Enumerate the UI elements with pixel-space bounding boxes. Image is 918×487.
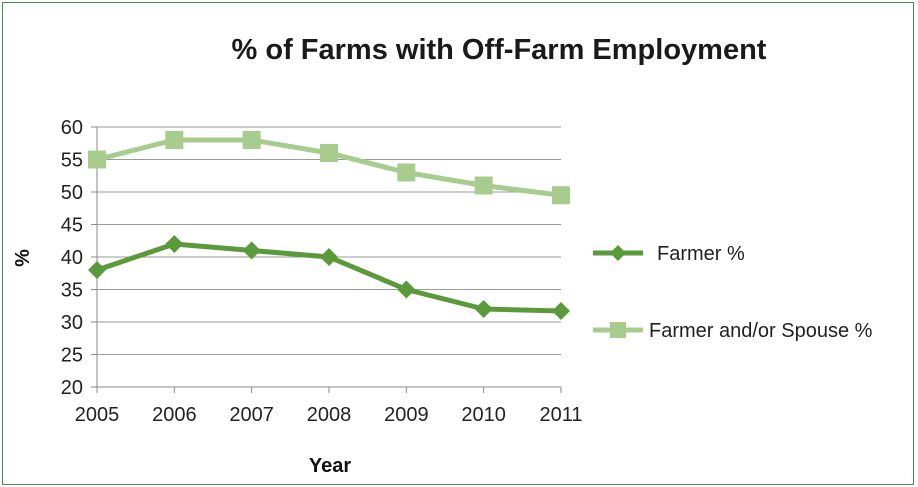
legend: Farmer % Farmer and/or Spouse %: [593, 243, 873, 342]
y-tick-label-40: 40: [61, 247, 83, 269]
legend-marker-1: [610, 245, 626, 261]
series-1: [88, 235, 570, 320]
chart-title: % of Farms with Off-Farm Employment: [232, 34, 767, 66]
x-tick-labels: 2005 2006 2007 2008 2009 2010 2011: [75, 404, 583, 426]
x-tick-label-2008: 2008: [307, 404, 352, 426]
point-s2-2008: [320, 144, 338, 162]
point-s2-2007: [242, 131, 261, 149]
x-tick-label-2007: 2007: [229, 404, 274, 426]
legend-label-1: Farmer %: [657, 243, 745, 265]
axes: [91, 126, 562, 393]
point-s1-2010: [474, 300, 493, 318]
x-tick-label-2005: 2005: [75, 404, 120, 426]
y-tick-label-20: 20: [61, 377, 83, 399]
x-tick-label-2006: 2006: [152, 404, 197, 426]
series-2: [88, 131, 570, 205]
point-s1-2007: [242, 241, 261, 260]
point-s1-2008: [320, 248, 338, 266]
y-axis-title: %: [12, 249, 34, 267]
y-tick-label-35: 35: [61, 280, 83, 302]
x-tick-label-2009: 2009: [384, 404, 429, 426]
x-tick-label-2011: 2011: [539, 404, 582, 426]
point-s2-2006: [165, 131, 184, 149]
point-s2-2010: [474, 176, 493, 195]
y-tick-label-55: 55: [61, 150, 83, 172]
point-s1-2009: [397, 280, 416, 299]
point-s1-2006: [165, 235, 184, 253]
point-s2-2011: [552, 186, 570, 205]
y-tick-label-60: 60: [61, 117, 83, 139]
point-s1-2005: [88, 261, 106, 279]
y-tick-label-25: 25: [61, 345, 83, 367]
y-tick-label-50: 50: [61, 182, 83, 204]
y-tick-label-30: 30: [61, 312, 83, 334]
x-axis-title: Year: [309, 455, 351, 477]
legend-label-2: Farmer and/or Spouse %: [649, 320, 873, 342]
point-s2-2005: [88, 150, 106, 169]
y-tick-labels: 20 25 30 35 40 45 50 55 60: [61, 117, 83, 399]
series-group: [88, 131, 570, 320]
point-s2-2009: [397, 163, 416, 182]
legend-marker-2: [610, 322, 626, 338]
x-tick-label-2010: 2010: [461, 404, 506, 426]
y-tick-label-45: 45: [61, 215, 83, 237]
point-s1-2011: [552, 301, 570, 320]
